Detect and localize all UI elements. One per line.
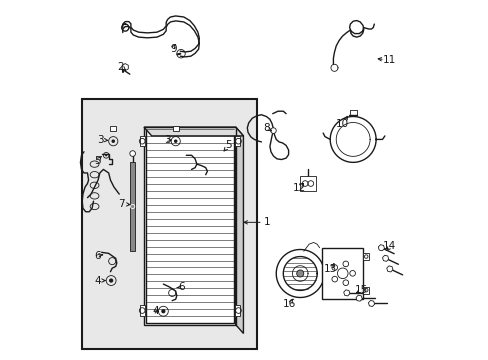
Bar [130,162,135,251]
Bar [145,129,233,323]
Polygon shape [143,127,243,136]
Text: 12: 12 [292,183,305,193]
Circle shape [105,154,107,156]
Text: 6: 6 [94,251,101,261]
Bar [143,127,235,325]
Circle shape [296,270,303,277]
Text: 7: 7 [118,199,125,209]
Bar [82,99,256,349]
Circle shape [270,128,276,134]
Polygon shape [235,127,243,333]
Bar [234,136,240,147]
Bar [362,253,368,260]
Circle shape [161,309,165,313]
Text: 1: 1 [264,217,270,227]
Bar [300,176,315,190]
Bar [140,305,145,316]
Bar [362,287,368,294]
Text: 10: 10 [335,119,348,129]
Text: 5: 5 [94,156,101,166]
Bar [322,248,362,299]
Text: 9: 9 [169,45,176,54]
Circle shape [111,139,115,143]
Text: 16: 16 [283,299,296,309]
Bar [140,136,145,147]
Text: 4: 4 [152,306,159,316]
Text: 14: 14 [383,241,396,251]
Circle shape [109,278,113,283]
Text: 3: 3 [97,135,103,145]
Circle shape [174,139,177,143]
Text: 11: 11 [382,55,395,65]
Text: 3: 3 [164,135,170,145]
Text: 5: 5 [225,140,231,150]
Text: 15: 15 [354,285,367,295]
Text: 8: 8 [263,123,269,133]
Text: 4: 4 [94,275,101,285]
Text: 6: 6 [179,282,185,292]
Bar [173,126,178,131]
Bar [234,305,240,316]
Bar [110,126,116,131]
Text: 2: 2 [117,62,123,72]
Text: 13: 13 [324,264,337,274]
Circle shape [130,151,135,156]
